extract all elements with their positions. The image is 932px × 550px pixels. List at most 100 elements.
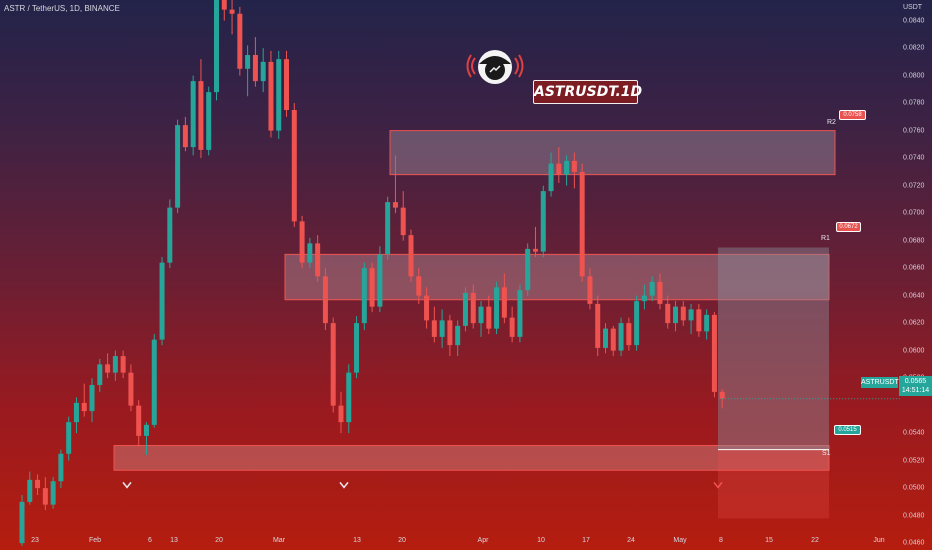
candle xyxy=(649,276,655,302)
candle xyxy=(634,295,640,351)
candle-body xyxy=(112,356,118,373)
candle-body xyxy=(385,202,391,255)
y-tick-label: 0.0540 xyxy=(903,429,925,437)
candle xyxy=(159,257,165,346)
candle xyxy=(603,323,608,354)
candle xyxy=(330,317,336,413)
candle-body xyxy=(268,61,274,131)
candle xyxy=(680,301,686,326)
candle-body xyxy=(190,81,196,148)
candle-body xyxy=(665,303,671,324)
x-tick-label: 13 xyxy=(353,537,361,544)
candle xyxy=(361,262,367,330)
candle xyxy=(517,284,523,343)
candle xyxy=(97,358,103,392)
candles-layer xyxy=(19,0,725,546)
r2-price-pill[interactable]: 0.0758 xyxy=(839,110,866,120)
zones-layer xyxy=(113,130,836,519)
y-tick-label: 0.0500 xyxy=(903,484,925,492)
candle-body xyxy=(532,248,538,252)
candle-body xyxy=(462,292,468,326)
last-price-tag: 0.0565 14:51:14 xyxy=(899,376,932,396)
candle xyxy=(486,295,492,335)
candle xyxy=(400,191,406,241)
candle xyxy=(322,268,328,330)
last-price: 0.0565 xyxy=(904,378,927,385)
candle xyxy=(237,6,243,76)
candle xyxy=(540,185,546,258)
candle-body xyxy=(58,453,64,482)
candle-body xyxy=(42,488,48,505)
bar-countdown: 14:51:14 xyxy=(901,387,930,394)
candle xyxy=(167,199,173,269)
candle xyxy=(494,281,500,335)
candle-body xyxy=(35,479,41,489)
candle-body xyxy=(291,110,297,222)
x-tick-label: 20 xyxy=(215,537,223,544)
x-tick-label: Apr xyxy=(477,537,489,544)
candle-body xyxy=(330,323,336,406)
r1-price-pill[interactable]: 0.0672 xyxy=(836,222,861,232)
candle-body xyxy=(626,323,632,346)
candle-body xyxy=(252,55,258,82)
candle xyxy=(696,303,702,337)
candle xyxy=(704,309,710,340)
candle-body xyxy=(649,281,655,296)
candle-body xyxy=(97,364,103,385)
projection-box-upper xyxy=(718,247,829,450)
candle-body xyxy=(361,268,367,324)
candle-body xyxy=(439,320,445,337)
candle xyxy=(245,45,251,97)
candle xyxy=(431,306,437,343)
candle xyxy=(81,383,87,417)
candle xyxy=(66,416,72,461)
y-tick-label: 0.0720 xyxy=(903,182,925,190)
candle xyxy=(198,59,204,159)
candle-body xyxy=(704,314,710,332)
candle xyxy=(392,155,398,214)
candle xyxy=(151,334,157,428)
candle-body xyxy=(688,309,694,321)
x-tick-label: 15 xyxy=(765,537,773,544)
candle xyxy=(665,295,671,329)
candle xyxy=(688,303,694,335)
candle xyxy=(657,273,663,310)
candle-body xyxy=(143,424,149,436)
candle xyxy=(260,48,266,93)
candle-body xyxy=(260,61,266,82)
candle xyxy=(548,152,554,197)
candle-body xyxy=(175,125,181,208)
x-tick-label: 24 xyxy=(627,537,635,544)
candle-body xyxy=(81,402,87,412)
candle-body xyxy=(167,207,173,263)
candle-body xyxy=(408,235,414,277)
candle xyxy=(105,353,111,379)
y-tick-label: 0.0780 xyxy=(903,99,925,107)
overlay-layer xyxy=(122,398,900,489)
candle-body xyxy=(245,55,251,69)
candle-body xyxy=(657,281,663,304)
bounce-marker-icon xyxy=(713,481,723,489)
candle xyxy=(19,495,25,546)
candle xyxy=(252,37,258,87)
candle xyxy=(206,86,212,156)
candle xyxy=(673,301,679,332)
candle xyxy=(284,50,290,117)
broadcaster-face-logo-icon xyxy=(465,44,525,92)
s1-price-pill[interactable]: 0.0515 xyxy=(834,425,861,435)
candle xyxy=(42,477,48,511)
candle-body xyxy=(494,287,500,329)
candle-body xyxy=(151,339,157,425)
candle-body xyxy=(159,262,165,340)
candle xyxy=(478,301,484,337)
candle xyxy=(610,325,616,357)
candle-body xyxy=(392,202,398,208)
candle xyxy=(221,0,227,21)
candle-body xyxy=(525,248,531,291)
x-tick-label: 20 xyxy=(398,537,406,544)
candle-body xyxy=(338,405,344,423)
candle-body xyxy=(548,163,554,192)
candle xyxy=(268,50,274,138)
